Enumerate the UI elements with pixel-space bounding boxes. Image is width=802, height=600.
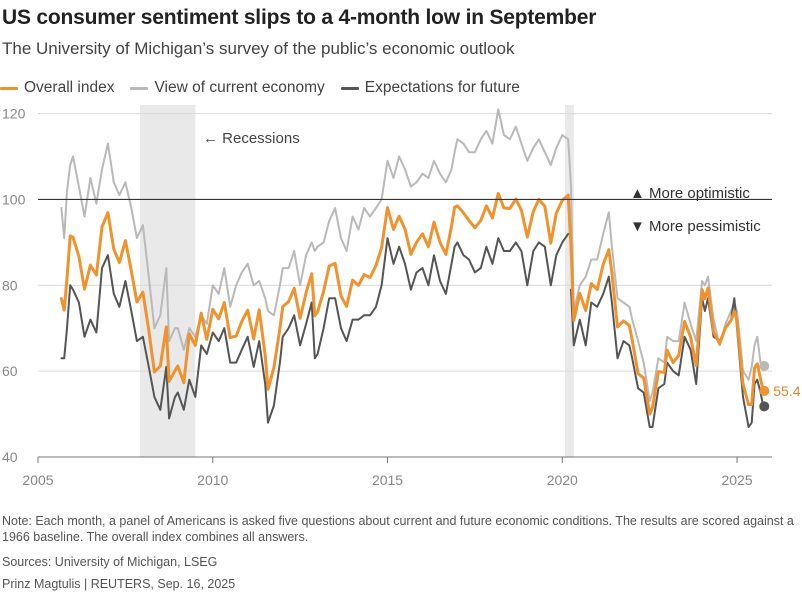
y-tick-label-80: 80	[2, 277, 18, 293]
recessions-label: ← Recessions	[203, 130, 300, 147]
legend-swatch-overall	[0, 86, 18, 90]
y-tick-label-120: 120	[2, 106, 26, 122]
recession-band-2	[565, 105, 574, 457]
legend-item-expectations: Expectations for future	[340, 79, 520, 97]
more-pessimistic-label: ▼ More pessimistic	[630, 218, 761, 235]
legend-swatch-current	[130, 86, 149, 90]
endpoint-dot-expectations	[759, 401, 770, 412]
chart-credit: Prinz Magtulis | REUTERS, Sep. 16, 2025	[2, 577, 236, 591]
chart-sources: Sources: University of Michigan, LSEG	[2, 555, 218, 569]
chart-title: US consumer sentiment slips to a 4-month…	[2, 6, 597, 29]
series-line-expectations-2	[60, 232, 570, 424]
x-tick-label-2005: 2005	[22, 472, 53, 488]
legend-item-overall: Overall index	[0, 79, 114, 97]
legend-label-overall: Overall index	[24, 79, 115, 96]
x-tick-label-2015: 2015	[372, 472, 403, 488]
last-value-label: 55.4	[773, 383, 800, 399]
x-tick-label-2020: 2020	[547, 472, 578, 488]
legend-label-current: View of current economy	[154, 79, 325, 96]
endpoint-dot-overall	[759, 385, 770, 396]
chart-note: Note: Each month, a panel of Americans i…	[2, 514, 794, 544]
more-optimistic-label: ▲ More optimistic	[630, 185, 750, 202]
line-chart: 40 60 80 100 120 2005 2010 2015 2020 2025 55.4 ← Re…	[2, 105, 801, 488]
series-line-current-1	[60, 108, 765, 403]
y-tick-label-60: 60	[2, 363, 18, 379]
y-tick-label-100: 100	[2, 191, 26, 207]
y-tick-label-40: 40	[2, 449, 18, 465]
legend: Overall index View of current economy Ex…	[0, 79, 536, 97]
series-line-overall-0	[59, 191, 765, 416]
legend-item-current: View of current economy	[130, 79, 325, 97]
x-tick-label-2025: 2025	[721, 472, 752, 488]
legend-swatch-expectations	[340, 86, 359, 90]
legend-label-expectations: Expectations for future	[364, 79, 520, 96]
endpoint-dot-current	[759, 360, 770, 371]
x-tick-label-2010: 2010	[197, 472, 228, 488]
chart-subtitle: The University of Michigan’s survey of t…	[2, 39, 515, 58]
